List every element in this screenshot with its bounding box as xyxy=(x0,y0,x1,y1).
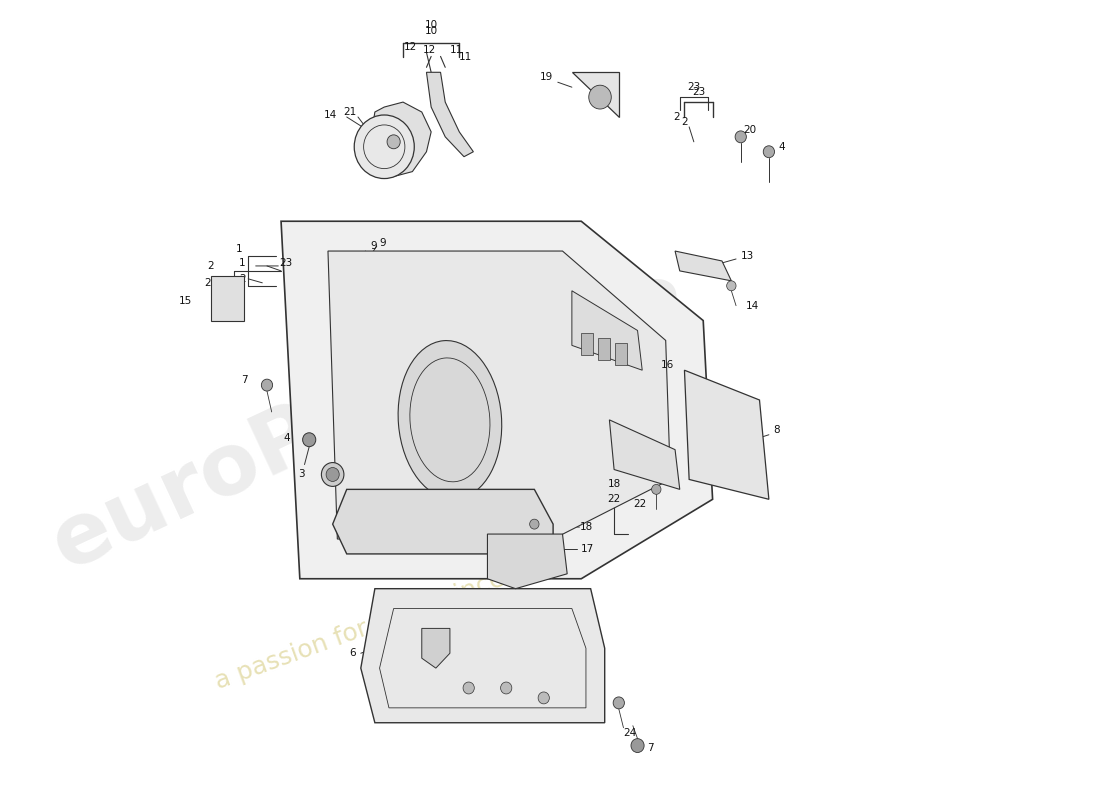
Text: 18: 18 xyxy=(607,479,620,490)
Circle shape xyxy=(588,86,612,109)
Text: euroParts: euroParts xyxy=(39,311,505,588)
Text: 7: 7 xyxy=(647,742,653,753)
FancyBboxPatch shape xyxy=(211,276,243,321)
Polygon shape xyxy=(572,72,619,117)
Polygon shape xyxy=(282,222,713,578)
Text: a passion for parts since 1985: a passion for parts since 1985 xyxy=(212,542,575,694)
Circle shape xyxy=(538,692,549,704)
Text: 17: 17 xyxy=(581,544,594,554)
Text: 9: 9 xyxy=(379,238,386,248)
Circle shape xyxy=(500,682,512,694)
Text: 11: 11 xyxy=(460,52,473,62)
Text: 2: 2 xyxy=(239,274,245,284)
Polygon shape xyxy=(609,420,680,490)
Text: 12: 12 xyxy=(404,42,417,53)
Text: 8: 8 xyxy=(773,425,780,434)
Text: 2: 2 xyxy=(681,117,688,127)
Text: 9: 9 xyxy=(371,241,377,251)
Text: 4: 4 xyxy=(779,142,785,152)
Polygon shape xyxy=(684,370,769,499)
Bar xyxy=(581,334,594,355)
Bar xyxy=(598,338,611,360)
Text: 23: 23 xyxy=(692,87,705,97)
Text: 13: 13 xyxy=(740,251,754,261)
Text: 19: 19 xyxy=(540,72,553,82)
Circle shape xyxy=(651,485,661,494)
Bar xyxy=(615,343,627,366)
Text: 15: 15 xyxy=(178,296,191,306)
Text: 11: 11 xyxy=(450,46,463,55)
Polygon shape xyxy=(572,290,642,370)
Text: 10: 10 xyxy=(425,26,438,35)
Text: 3: 3 xyxy=(298,470,305,479)
Polygon shape xyxy=(371,102,431,177)
Text: 7: 7 xyxy=(242,375,249,385)
Text: 14: 14 xyxy=(746,301,759,310)
Circle shape xyxy=(326,467,339,482)
Polygon shape xyxy=(361,589,605,722)
Text: 10: 10 xyxy=(425,20,438,30)
Circle shape xyxy=(354,115,415,178)
Polygon shape xyxy=(421,629,450,668)
Text: 14: 14 xyxy=(324,110,338,120)
Text: 16: 16 xyxy=(661,360,674,370)
Circle shape xyxy=(763,146,774,158)
Text: 20: 20 xyxy=(744,125,757,135)
Text: 23: 23 xyxy=(205,278,218,288)
Circle shape xyxy=(302,433,316,446)
Text: 21: 21 xyxy=(343,107,356,117)
Polygon shape xyxy=(332,490,553,554)
Circle shape xyxy=(631,738,645,753)
Ellipse shape xyxy=(398,341,502,499)
Circle shape xyxy=(262,379,273,391)
Text: 23: 23 xyxy=(279,258,293,268)
Text: 1: 1 xyxy=(235,244,242,254)
Text: 23: 23 xyxy=(688,82,701,92)
Text: 22: 22 xyxy=(632,499,646,510)
Text: Parts: Parts xyxy=(470,323,692,398)
Circle shape xyxy=(727,281,736,290)
Text: 24: 24 xyxy=(624,728,637,738)
Circle shape xyxy=(387,135,400,149)
Circle shape xyxy=(463,682,474,694)
Text: 1: 1 xyxy=(239,258,245,268)
Text: 12: 12 xyxy=(422,46,436,55)
Circle shape xyxy=(735,131,747,142)
Text: euro: euro xyxy=(483,264,680,338)
Polygon shape xyxy=(427,72,473,157)
Text: 2: 2 xyxy=(673,112,680,122)
Circle shape xyxy=(321,462,344,486)
Polygon shape xyxy=(328,251,670,539)
Text: 2: 2 xyxy=(208,261,214,271)
Text: 22: 22 xyxy=(607,494,620,504)
Text: 18: 18 xyxy=(580,522,593,532)
Polygon shape xyxy=(487,534,568,589)
Text: 5: 5 xyxy=(447,477,453,486)
Circle shape xyxy=(613,697,625,709)
Text: 4: 4 xyxy=(284,433,290,442)
Polygon shape xyxy=(675,251,732,281)
Circle shape xyxy=(530,519,539,529)
Text: 6: 6 xyxy=(350,648,356,658)
